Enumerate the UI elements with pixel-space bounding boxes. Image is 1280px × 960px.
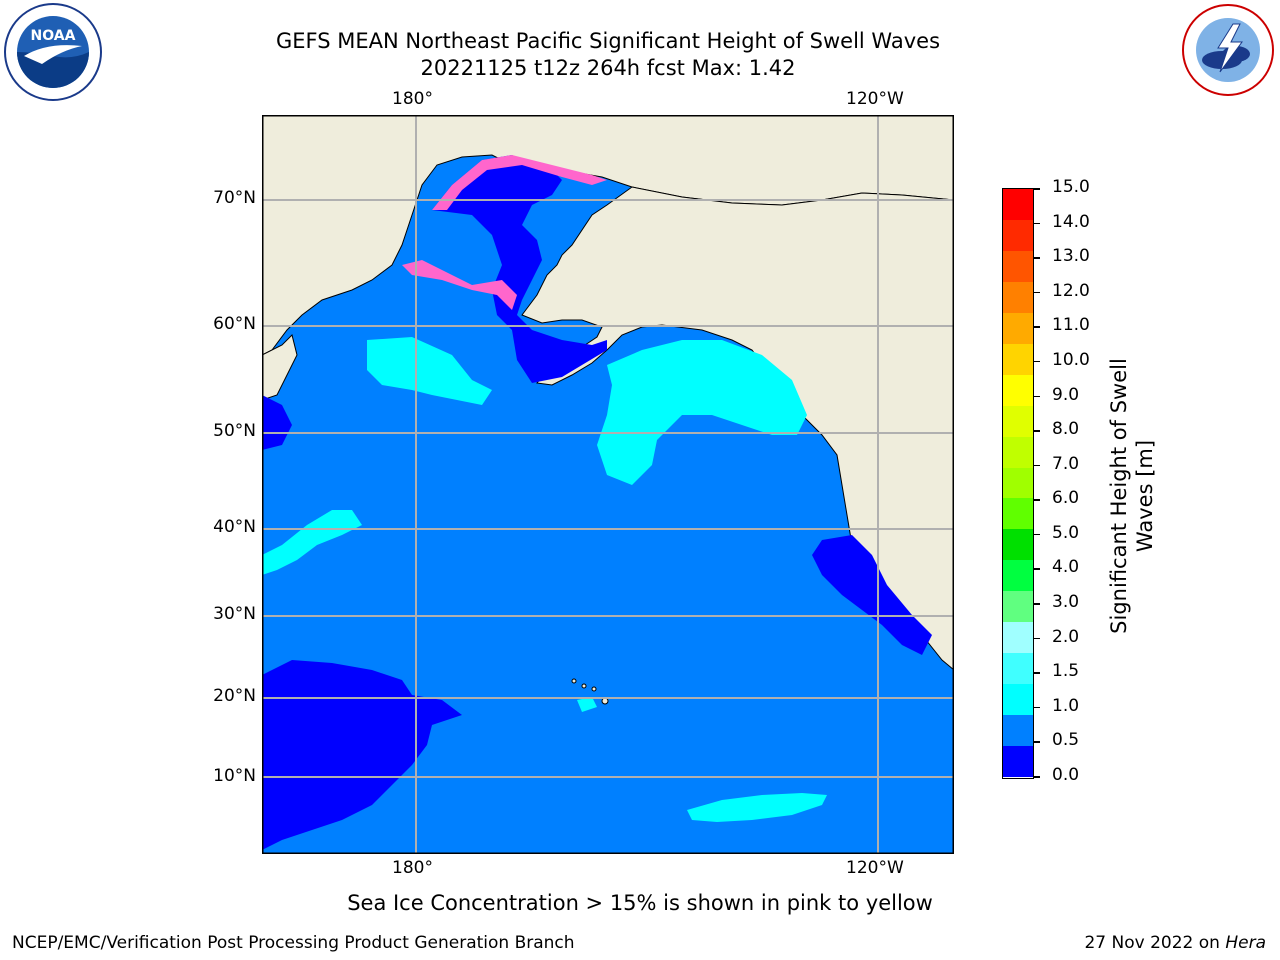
colorbar-tick-label: 12.0: [1052, 280, 1090, 301]
lon-label-top-180: 180°: [392, 89, 433, 109]
colorbar-segment: [1003, 467, 1033, 499]
swell-patch-aleutian: [367, 337, 492, 405]
colorbar-tick-label: 9.0: [1052, 384, 1080, 405]
lat-label-50n: 50°N: [213, 421, 256, 441]
lat-label-40n: 40°N: [213, 517, 256, 537]
colorbar-ticks: 15.0 14.0 13.0 12.0 11.0 10.0 9.0 8.0 7.0 6.0 5.0 4…: [1034, 177, 1104, 785]
colorbar-tick-mark: [1034, 499, 1040, 501]
lat-label-60n: 60°N: [213, 314, 256, 334]
colorbar: [1002, 188, 1034, 779]
lat-label-10n: 10°N: [213, 766, 256, 786]
lon-label-bottom-120w: 120°W: [846, 858, 904, 878]
colorbar-segment: [1003, 374, 1033, 407]
colorbar-tick-label: 1.0: [1052, 695, 1080, 716]
lat-label-30n: 30°N: [213, 604, 256, 624]
colorbar-tick-label: 3.0: [1052, 592, 1080, 613]
colorbar-segment: [1003, 746, 1033, 778]
colorbar-segment: [1003, 498, 1033, 530]
colorbar-label-line1: Significant Height of Swell: [1107, 358, 1131, 634]
lon-label-top-120w: 120°W: [846, 89, 904, 109]
colorbar-label-line2: Waves [m]: [1133, 439, 1157, 553]
colorbar-tick-mark: [1034, 776, 1040, 778]
colorbar-segment: [1003, 529, 1033, 561]
low-swell-southwest: [262, 660, 462, 850]
colorbar-tick-mark: [1034, 568, 1040, 570]
colorbar-tick-mark: [1034, 395, 1040, 398]
colorbar-tick-mark: [1034, 533, 1040, 536]
colorbar-tick-mark: [1034, 430, 1040, 432]
colorbar-segment: [1003, 312, 1033, 345]
colorbar-tick-mark: [1034, 603, 1040, 605]
colorbar-tick-label: 5.0: [1052, 522, 1080, 543]
sea-ice-note: Sea Ice Concentration > 15% is shown in …: [347, 891, 933, 915]
colorbar-tick-mark: [1034, 672, 1040, 674]
colorbar-tick-label: 0.0: [1052, 765, 1080, 785]
colorbar-segment: [1003, 684, 1033, 716]
swell-height-map: [262, 115, 954, 854]
footer-date-text: 27 Nov 2022 on: [1084, 933, 1226, 953]
colorbar-segment: [1003, 715, 1033, 747]
colorbar-segment: [1003, 436, 1033, 469]
noaa-logo: NOAA: [4, 3, 102, 101]
colorbar-tick-label: 2.0: [1052, 626, 1080, 647]
sea-ice-fringe: [432, 155, 607, 210]
bering-sea-low: [432, 155, 607, 383]
colorbar-tick-label: 13.0: [1052, 246, 1090, 267]
colorbar-segment: [1003, 343, 1033, 376]
colorbar-tick-label: 10.0: [1052, 349, 1090, 370]
footer-credit: NCEP/EMC/Verification Post Processing Pr…: [12, 933, 575, 953]
colorbar-tick-label: 15.0: [1052, 177, 1090, 197]
swell-patch-south: [687, 793, 827, 822]
colorbar-tick-label: 8.0: [1052, 419, 1080, 440]
colorbar-segment: [1003, 653, 1033, 685]
colorbar-tick-mark: [1034, 464, 1040, 467]
colorbar-tick-mark: [1034, 257, 1040, 259]
gridlines: [262, 115, 954, 854]
colorbar-segment: [1003, 281, 1033, 314]
colorbar-segment: [1003, 219, 1033, 252]
nws-logo: [1182, 4, 1274, 96]
chart-subtitle: 20221125 t12z 264h fcst Max: 1.42: [420, 56, 796, 80]
colorbar-tick-mark: [1034, 326, 1040, 328]
colorbar-tick-label: 11.0: [1052, 315, 1090, 336]
swell-patch-hawaii: [577, 697, 597, 712]
colorbar-tick-mark: [1034, 741, 1040, 743]
colorbar-tick-label: 0.5: [1052, 730, 1080, 751]
low-swell-baja: [812, 535, 932, 655]
lat-label-70n: 70°N: [213, 188, 256, 208]
colorbar-segment: [1003, 189, 1033, 221]
colorbar-segment: [1003, 622, 1033, 654]
colorbar-tick-mark: [1034, 222, 1040, 225]
low-swell-west-edge: [262, 395, 292, 450]
colorbar-tick-label: 6.0: [1052, 488, 1080, 509]
colorbar-tick-mark: [1034, 360, 1040, 363]
swell-patch-west: [262, 510, 362, 575]
colorbar-tick-mark: [1034, 291, 1040, 294]
colorbar-tick-mark: [1034, 637, 1040, 640]
noaa-logo-text: NOAA: [31, 28, 76, 44]
map-frame: [262, 115, 954, 854]
colorbar-segment: [1003, 405, 1033, 438]
footer-host: Hera: [1225, 933, 1266, 953]
colorbar-tick-label: 7.0: [1052, 453, 1080, 474]
colorbar-tick-mark: [1034, 706, 1040, 709]
colorbar-segment: [1003, 591, 1033, 623]
colorbar-tick-label: 14.0: [1052, 211, 1090, 232]
lon-label-bottom-180: 180°: [392, 858, 433, 878]
colorbar-segment: [1003, 560, 1033, 592]
colorbar-segment: [1003, 250, 1033, 283]
colorbar-label: Significant Height of Swell Waves [m]: [1106, 346, 1158, 646]
lat-label-20n: 20°N: [213, 686, 256, 706]
colorbar-tick-label: 4.0: [1052, 557, 1080, 578]
colorbar-tick-label: 1.5: [1052, 661, 1080, 682]
chart-title: GEFS MEAN Northeast Pacific Significant …: [275, 29, 941, 53]
swell-patch-gulf: [597, 340, 807, 485]
colorbar-tick-mark: [1034, 188, 1040, 190]
sea-ice-fringe-2: [402, 260, 517, 310]
footer-date: 27 Nov 2022 on Hera: [1084, 933, 1266, 953]
hawaiian-islands: [571, 678, 609, 705]
